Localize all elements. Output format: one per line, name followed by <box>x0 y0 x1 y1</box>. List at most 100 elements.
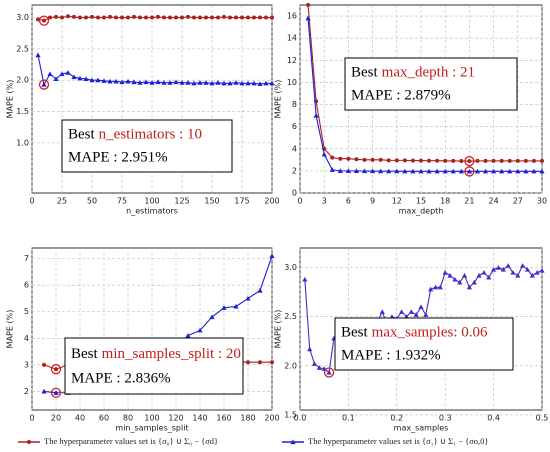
marker <box>495 265 502 270</box>
y-tick-label: 1.5 <box>284 410 297 419</box>
marker <box>209 80 215 86</box>
marker <box>500 267 506 272</box>
marker <box>264 15 268 20</box>
marker <box>101 78 107 83</box>
x-tick-label: 0 <box>297 197 302 206</box>
y-tick-label: 2 <box>24 387 29 396</box>
y-tick-label: 2.5 <box>16 44 29 53</box>
y-tick-label: 2 <box>292 166 297 175</box>
marker <box>290 439 296 445</box>
marker <box>435 158 440 163</box>
marker <box>353 168 360 173</box>
marker <box>483 158 488 163</box>
marker <box>198 15 202 20</box>
marker <box>486 274 492 280</box>
marker <box>162 15 166 20</box>
x-axis-label: n_estimators <box>126 207 178 216</box>
series-line <box>37 15 272 22</box>
marker <box>345 168 351 173</box>
marker <box>53 76 59 82</box>
marker <box>270 360 274 365</box>
marker <box>461 272 468 278</box>
marker <box>245 295 251 301</box>
x-tick-label: 9 <box>370 197 375 206</box>
marker <box>246 15 250 20</box>
marker <box>410 158 415 163</box>
marker <box>515 168 521 174</box>
annotation-mape: MAPE : 2.879% <box>351 87 451 103</box>
x-tick-label: 0.3 <box>439 414 452 423</box>
annotation-box <box>61 119 233 173</box>
y-tick-label: 4 <box>24 334 29 343</box>
marker <box>379 309 385 314</box>
marker <box>144 15 148 20</box>
x-tick-label: 25 <box>57 197 67 206</box>
marker <box>481 269 487 275</box>
best-point-ring <box>50 364 62 375</box>
marker <box>65 70 71 75</box>
marker <box>84 15 88 20</box>
legend-label: The hyperparameter values set is {σ₁} ∪ … <box>308 436 489 446</box>
marker <box>239 80 245 86</box>
marker <box>305 15 311 21</box>
marker <box>442 168 448 174</box>
x-tick-label: 125 <box>174 197 189 206</box>
annotation-box <box>64 337 244 395</box>
y-axis-label: MAPE (%) <box>274 80 283 119</box>
y-axis-label: MAPE (%) <box>6 310 15 349</box>
marker <box>338 156 343 161</box>
marker <box>227 80 233 86</box>
marker <box>125 78 131 84</box>
y-tick-label: 16 <box>287 12 297 21</box>
marker <box>437 284 443 290</box>
marker <box>499 168 505 174</box>
marker <box>427 158 432 163</box>
annotation-mape: MAPE : 1.932% <box>341 347 441 363</box>
annotation-title: Best max_depth : 21 <box>351 65 475 81</box>
x-axis-label: max_depth <box>399 207 444 216</box>
annotation-prefix: Best <box>71 346 99 362</box>
marker <box>482 168 489 174</box>
y-tick-label: 2.0 <box>16 76 29 85</box>
x-axis-label: min_samples_split <box>115 424 188 433</box>
annotation-param: max_depth : 21 <box>382 65 475 81</box>
marker <box>270 15 274 20</box>
marker <box>185 80 191 85</box>
x-axis-label: max_samples <box>394 424 449 433</box>
annotation-prefix: Best <box>351 65 379 81</box>
best-point-ring <box>323 367 335 378</box>
x-tick-label: 150 <box>204 197 219 206</box>
marker <box>27 440 31 444</box>
marker <box>531 158 536 163</box>
marker <box>48 15 52 20</box>
marker <box>168 15 172 20</box>
marker <box>491 168 497 174</box>
marker <box>423 312 429 317</box>
marker <box>119 79 125 85</box>
marker <box>107 78 113 84</box>
marker <box>321 151 327 157</box>
marker <box>524 267 531 272</box>
marker <box>329 167 335 172</box>
marker <box>221 80 227 86</box>
annotation-box <box>334 317 514 371</box>
marker <box>173 79 179 85</box>
marker <box>156 14 160 19</box>
marker <box>378 157 383 162</box>
y-tick-label: 8 <box>292 100 297 109</box>
marker <box>126 15 130 20</box>
y-tick-label: 0 <box>292 189 297 198</box>
marker <box>394 158 399 163</box>
marker <box>174 15 178 20</box>
x-tick-label: 140 <box>192 414 207 423</box>
marker <box>330 155 335 160</box>
x-tick-label: 0 <box>29 197 34 206</box>
marker <box>505 263 511 268</box>
annotation-param: min_samples_split : 20 <box>102 346 241 362</box>
x-tick-label: 3 <box>322 197 327 206</box>
marker <box>204 15 208 20</box>
marker <box>234 15 238 20</box>
x-tick-label: 0.0 <box>294 414 307 423</box>
marker <box>467 159 472 164</box>
marker <box>47 71 53 77</box>
